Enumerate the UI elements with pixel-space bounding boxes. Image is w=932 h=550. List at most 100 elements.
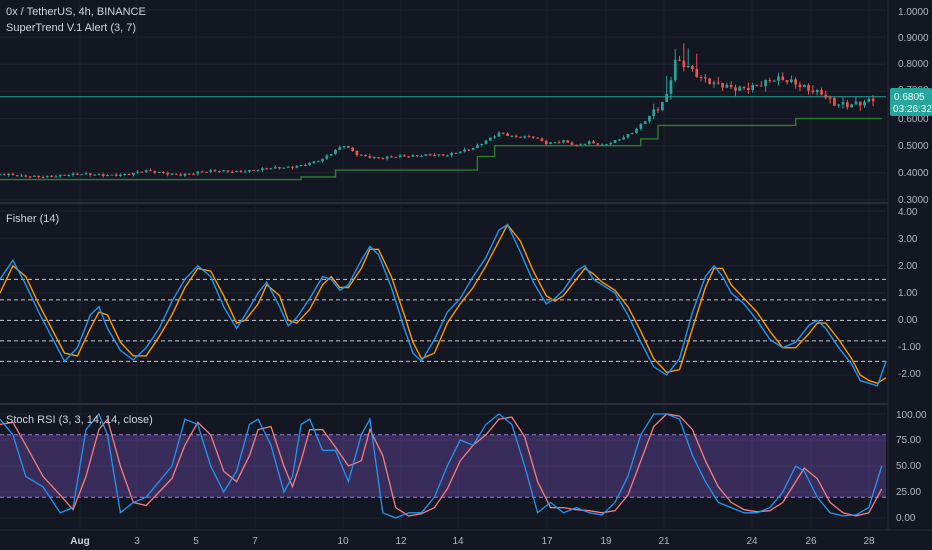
- candle-body[interactable]: [622, 137, 625, 140]
- candle-body[interactable]: [110, 174, 114, 176]
- candle-body[interactable]: [312, 161, 316, 163]
- candle-body[interactable]: [807, 85, 810, 91]
- candle-body[interactable]: [841, 102, 845, 105]
- candle-body[interactable]: [256, 170, 260, 172]
- candle-body[interactable]: [626, 134, 630, 138]
- candle-body[interactable]: [136, 171, 139, 173]
- candle-body[interactable]: [325, 155, 329, 159]
- candle-body[interactable]: [446, 155, 449, 157]
- candle-body[interactable]: [777, 76, 780, 81]
- candle-body[interactable]: [119, 174, 122, 176]
- candle-body[interactable]: [484, 140, 488, 144]
- candle-body[interactable]: [562, 140, 565, 143]
- candle-body[interactable]: [790, 79, 793, 83]
- symbol-label[interactable]: 0x / TetherUS, 4h, BINANCE: [6, 6, 146, 18]
- candle-body[interactable]: [618, 139, 621, 141]
- candle-body[interactable]: [673, 59, 677, 81]
- candle-body[interactable]: [721, 83, 724, 88]
- candle-body[interactable]: [278, 167, 281, 169]
- candle-body[interactable]: [424, 154, 428, 156]
- candle-body[interactable]: [523, 136, 527, 138]
- candle-body[interactable]: [867, 98, 871, 102]
- candle-body[interactable]: [252, 170, 256, 171]
- candle-body[interactable]: [609, 142, 613, 145]
- candle-body[interactable]: [708, 78, 711, 85]
- supertrend-indicator-label[interactable]: SuperTrend V.1 Alert (3, 7): [6, 22, 136, 34]
- candle-body[interactable]: [269, 168, 273, 170]
- candle-body[interactable]: [230, 171, 234, 173]
- candle-body[interactable]: [140, 171, 144, 173]
- candle-body[interactable]: [218, 171, 221, 173]
- candle-body[interactable]: [635, 128, 638, 134]
- candle-body[interactable]: [871, 98, 875, 102]
- candle-body[interactable]: [471, 148, 475, 150]
- candle-body[interactable]: [837, 104, 841, 106]
- candle-body[interactable]: [372, 157, 376, 159]
- candle-body[interactable]: [772, 80, 776, 82]
- candle-body[interactable]: [613, 140, 617, 143]
- candle-body[interactable]: [304, 164, 307, 166]
- candle-body[interactable]: [127, 174, 131, 175]
- candle-body[interactable]: [24, 175, 28, 177]
- candle-body[interactable]: [738, 86, 742, 91]
- candle-body[interactable]: [643, 121, 647, 124]
- candle-body[interactable]: [407, 156, 410, 158]
- candle-body[interactable]: [506, 133, 509, 136]
- candle-body[interactable]: [863, 101, 866, 106]
- candle-body[interactable]: [566, 140, 570, 143]
- candle-body[interactable]: [536, 137, 539, 139]
- candlestick-series[interactable]: [0, 43, 875, 179]
- candle-body[interactable]: [153, 170, 157, 173]
- candle-body[interactable]: [661, 102, 664, 111]
- candle-body[interactable]: [166, 172, 170, 175]
- candle-body[interactable]: [334, 149, 337, 154]
- candle-body[interactable]: [682, 60, 686, 68]
- candle-body[interactable]: [7, 173, 10, 176]
- candle-body[interactable]: [89, 173, 92, 175]
- candle-body[interactable]: [175, 173, 178, 175]
- candle-body[interactable]: [114, 174, 118, 176]
- candle-body[interactable]: [80, 174, 84, 176]
- candle-body[interactable]: [669, 80, 673, 94]
- candle-body[interactable]: [71, 173, 75, 175]
- candle-body[interactable]: [540, 138, 544, 141]
- candle-body[interactable]: [450, 153, 453, 156]
- candle-body[interactable]: [575, 144, 578, 146]
- candle-body[interactable]: [282, 167, 286, 169]
- candle-body[interactable]: [368, 156, 372, 158]
- candle-body[interactable]: [854, 101, 858, 105]
- fisher-indicator-label[interactable]: Fisher (14): [6, 213, 59, 225]
- candle-body[interactable]: [390, 156, 393, 158]
- candle-body[interactable]: [532, 136, 535, 138]
- candle-body[interactable]: [630, 133, 634, 135]
- candle-body[interactable]: [248, 170, 251, 172]
- candle-body[interactable]: [437, 154, 441, 156]
- candle-body[interactable]: [712, 82, 716, 85]
- candle-body[interactable]: [846, 102, 849, 108]
- fisher-axis[interactable]: 4.00 3.00 2.00 1.00 0.00 -1.00 -2.00: [898, 207, 921, 380]
- candle-body[interactable]: [665, 93, 668, 102]
- candle-body[interactable]: [213, 170, 217, 172]
- candle-body[interactable]: [144, 170, 148, 173]
- candle-body[interactable]: [716, 82, 720, 84]
- candle-body[interactable]: [20, 175, 23, 177]
- candle-body[interactable]: [553, 142, 557, 144]
- candle-body[interactable]: [592, 141, 595, 144]
- candle-body[interactable]: [579, 144, 582, 146]
- candle-body[interactable]: [196, 171, 200, 174]
- candle-body[interactable]: [454, 153, 458, 154]
- candle-body[interactable]: [549, 142, 552, 145]
- candle-body[interactable]: [347, 146, 350, 148]
- candle-body[interactable]: [97, 174, 101, 176]
- candle-body[interactable]: [441, 154, 445, 156]
- candle-body[interactable]: [291, 166, 294, 168]
- candle-body[interactable]: [286, 166, 290, 168]
- candle-body[interactable]: [794, 79, 797, 85]
- candle-body[interactable]: [11, 173, 15, 176]
- candle-body[interactable]: [222, 170, 225, 172]
- fisher-main-line[interactable]: [0, 223, 887, 387]
- candle-body[interactable]: [519, 136, 522, 138]
- candle-body[interactable]: [587, 141, 591, 144]
- candle-body[interactable]: [308, 163, 311, 166]
- candle-body[interactable]: [656, 109, 660, 111]
